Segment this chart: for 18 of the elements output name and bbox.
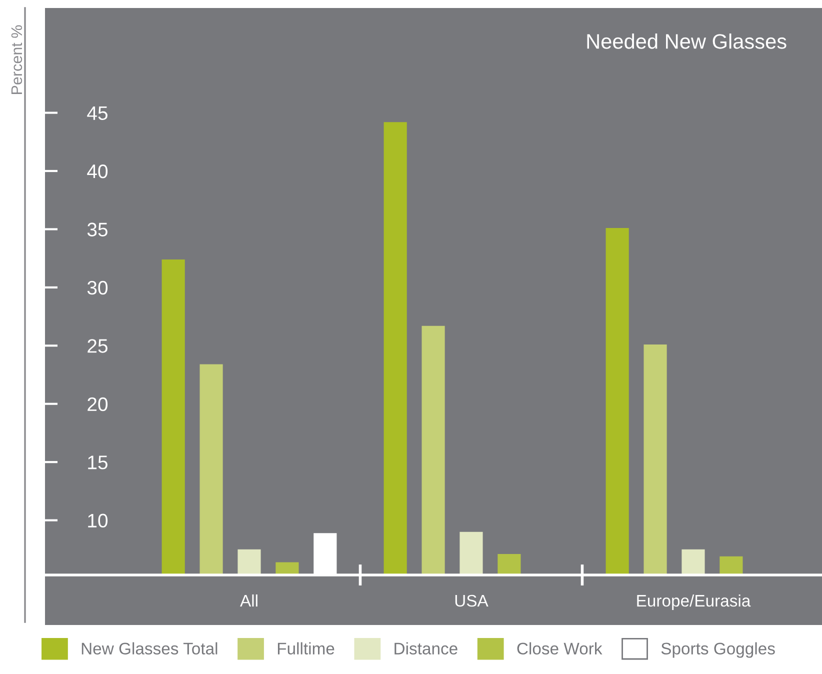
y-tick-label: 20 — [88, 397, 108, 412]
x-tick-label: All — [240, 594, 258, 607]
y-tick-label: 10 — [88, 514, 108, 528]
y-tick-label: 30 — [87, 280, 108, 295]
text: Needed New Glasses — [587, 34, 786, 49]
x-tick-label: USA — [455, 594, 488, 607]
x-tick-label: Europe/Eurasia — [637, 594, 751, 610]
y-tick-label: 25 — [88, 339, 108, 353]
y-tick-label: 45 — [87, 106, 108, 120]
y-tick-label: 35 — [87, 222, 108, 236]
y-tick-label: 40 — [87, 164, 108, 178]
legend-label: Distance — [394, 642, 458, 654]
legend-label: Close Work — [517, 642, 602, 654]
legend-label: New Glasses Total — [82, 642, 218, 654]
legend-label: Sports Goggles — [661, 642, 775, 658]
y-axis-title: Percent % — [11, 25, 22, 94]
legend-label: Fulltime — [278, 642, 334, 654]
y-tick-label: 15 — [88, 456, 108, 470]
